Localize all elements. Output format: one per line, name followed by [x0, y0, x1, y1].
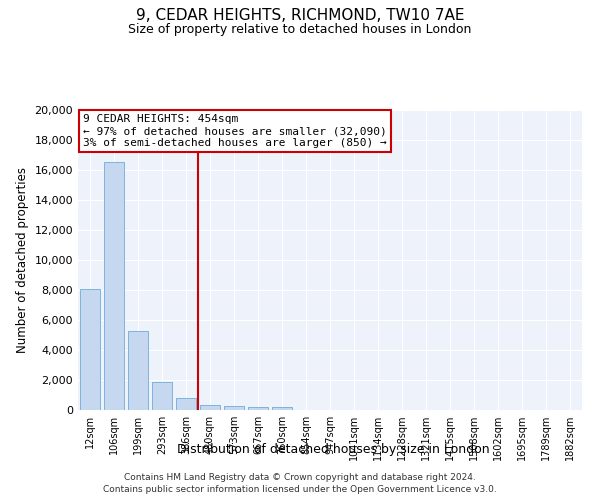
Text: 9 CEDAR HEIGHTS: 454sqm
← 97% of detached houses are smaller (32,090)
3% of semi: 9 CEDAR HEIGHTS: 454sqm ← 97% of detache…: [83, 114, 387, 148]
Bar: [176, 398, 196, 410]
Y-axis label: Number of detached properties: Number of detached properties: [16, 167, 29, 353]
Bar: [152, 382, 172, 410]
Bar: [272, 407, 292, 410]
Text: Contains public sector information licensed under the Open Government Licence v3: Contains public sector information licen…: [103, 485, 497, 494]
Bar: [80, 288, 100, 410]
Text: 9, CEDAR HEIGHTS, RICHMOND, TW10 7AE: 9, CEDAR HEIGHTS, RICHMOND, TW10 7AE: [136, 8, 464, 22]
Bar: [104, 162, 124, 410]
Text: Contains HM Land Registry data © Crown copyright and database right 2024.: Contains HM Land Registry data © Crown c…: [124, 472, 476, 482]
Bar: [200, 405, 220, 410]
Bar: [128, 330, 148, 410]
Text: Size of property relative to detached houses in London: Size of property relative to detached ho…: [128, 22, 472, 36]
Bar: [224, 406, 244, 410]
Bar: [248, 407, 268, 410]
Text: Distribution of detached houses by size in London: Distribution of detached houses by size …: [176, 442, 490, 456]
